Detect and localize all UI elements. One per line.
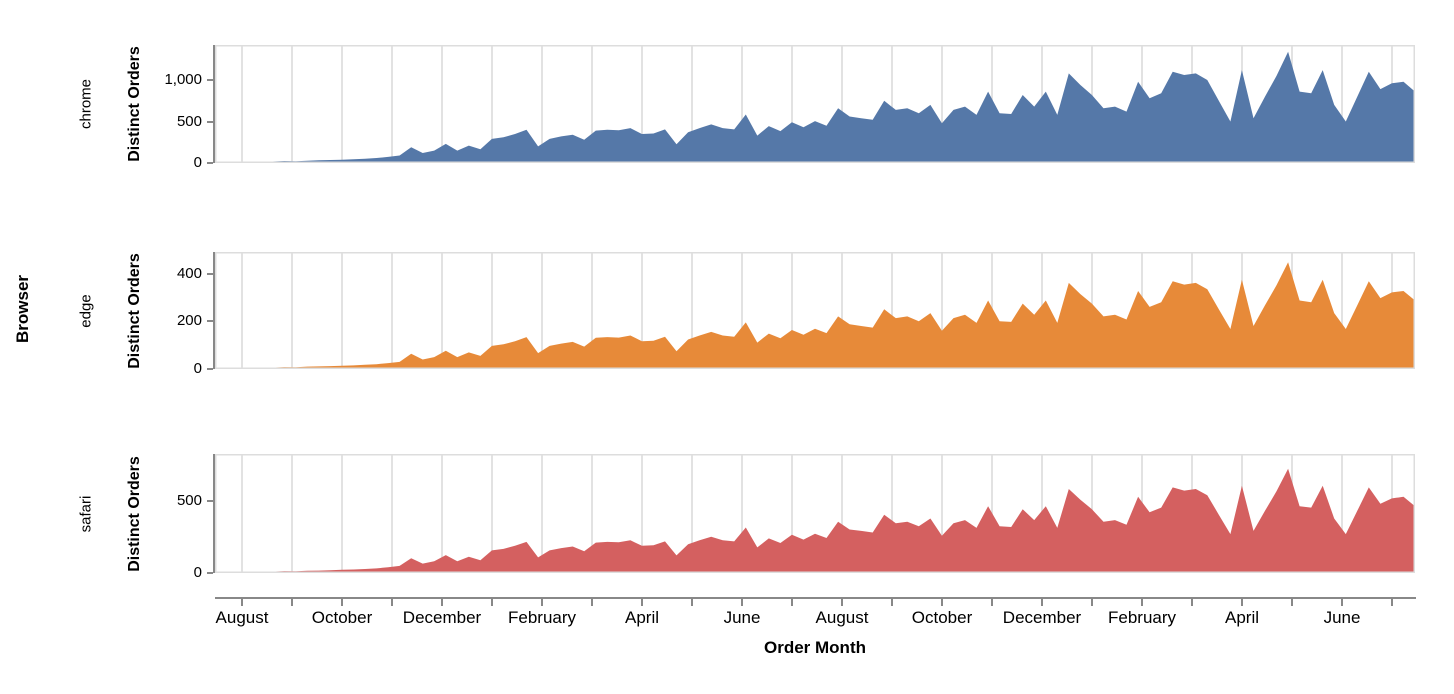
x-tick-label: December	[1002, 608, 1082, 627]
panel-edge	[215, 252, 1415, 369]
x-tick	[641, 597, 643, 606]
y-tick-label: 500	[176, 491, 202, 509]
y-axis-title-safari: Distinct Orders	[126, 456, 143, 572]
x-tick	[1041, 597, 1043, 606]
area-safari	[215, 468, 1415, 573]
x-tick-label: August	[815, 608, 869, 627]
x-tick	[1291, 597, 1293, 606]
y-tick-label: 0	[193, 564, 202, 581]
x-tick-label: October	[911, 608, 973, 627]
x-tick	[391, 597, 393, 606]
y-tick-label: 500	[176, 112, 202, 130]
y-tick	[207, 162, 213, 164]
plot-frame	[215, 252, 1415, 369]
x-tick	[541, 597, 543, 606]
x-tick-label: April	[1224, 608, 1260, 627]
x-tick	[991, 597, 993, 606]
x-tick	[1191, 597, 1193, 606]
x-tick-label: August	[215, 608, 269, 627]
y-tick-label: 400	[176, 264, 202, 282]
x-tick	[291, 597, 293, 606]
x-tick-label: December	[402, 608, 482, 627]
x-tick	[791, 597, 793, 606]
y-axis-domain-line	[213, 454, 215, 573]
x-tick	[241, 597, 243, 606]
panel-safari	[215, 454, 1415, 573]
x-tick	[1241, 597, 1243, 606]
x-tick	[1341, 597, 1343, 606]
y-tick	[207, 320, 213, 323]
x-tick	[1391, 597, 1393, 606]
x-tick	[891, 597, 893, 606]
x-tick	[741, 597, 743, 606]
x-tick	[591, 597, 593, 606]
x-tick	[441, 597, 443, 606]
x-tick	[1091, 597, 1093, 606]
y-tick-label: 200	[176, 312, 202, 330]
y-tick	[207, 79, 213, 82]
x-tick-label: February	[1107, 608, 1177, 627]
y-tick-label: 0	[193, 360, 202, 377]
x-tick	[841, 597, 843, 606]
y-axis-domain-line	[213, 45, 215, 163]
x-tick	[491, 597, 493, 606]
facet-axis-title: Browser	[13, 274, 32, 344]
x-tick-label: February	[507, 608, 577, 627]
x-tick	[691, 597, 693, 606]
y-tick-label: 1,000	[164, 71, 202, 89]
x-tick-label: June	[723, 608, 761, 627]
x-tick	[341, 597, 343, 606]
x-tick	[1141, 597, 1143, 606]
panel-chrome	[215, 45, 1415, 163]
y-tick	[207, 272, 213, 275]
x-tick	[941, 597, 943, 606]
y-axis-title-chrome: Distinct Orders	[126, 46, 143, 162]
x-tick-label: October	[311, 608, 373, 627]
y-tick	[207, 368, 213, 370]
area-edge	[215, 262, 1415, 369]
x-axis-domain-line	[215, 597, 1416, 599]
y-axis-domain-line	[213, 252, 215, 369]
y-tick	[207, 120, 213, 123]
plot-frame	[215, 454, 1415, 573]
x-tick-label: April	[624, 608, 660, 627]
area-chrome	[215, 51, 1415, 163]
x-axis-title: Order Month	[764, 638, 866, 657]
y-tick	[207, 572, 213, 574]
plot-frame	[215, 45, 1415, 163]
y-tick	[207, 499, 213, 502]
x-tick-label: June	[1323, 608, 1361, 627]
y-tick-label: 0	[193, 154, 202, 171]
